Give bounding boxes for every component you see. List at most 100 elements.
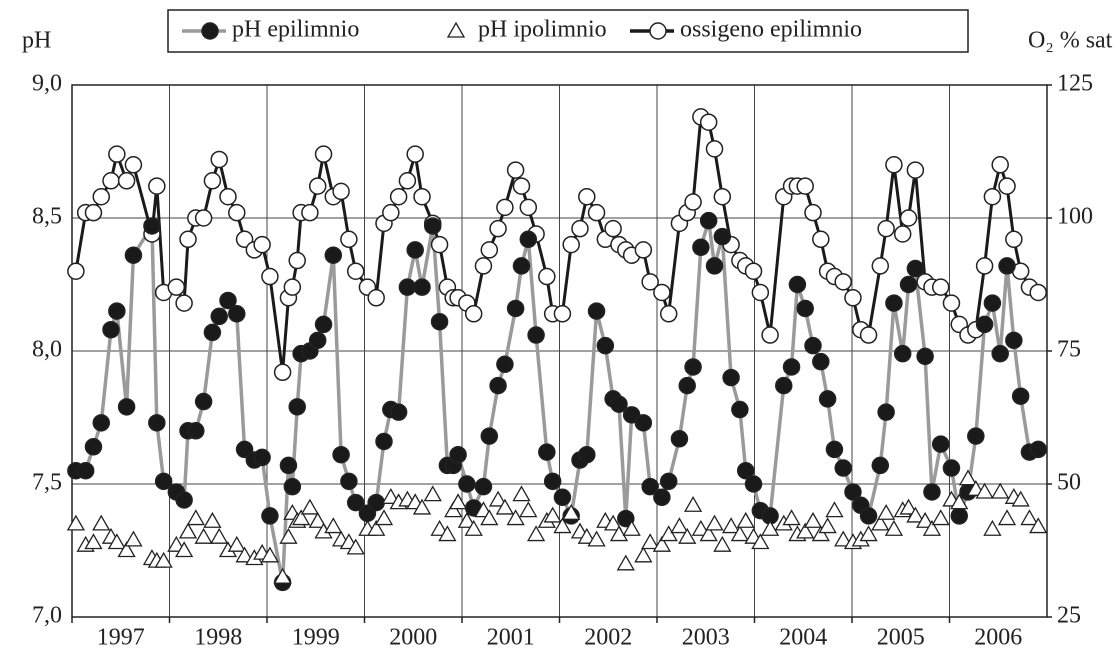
data-point [991,156,1009,174]
legend-marker [649,22,667,40]
data-point [893,225,912,243]
x-tick-label: 1998 [194,625,242,651]
data-point [489,376,507,395]
data-point [622,519,641,536]
data-point [736,461,755,480]
data-point [782,358,801,376]
data-point [235,440,254,459]
data-point [818,517,837,534]
data-point [332,182,350,201]
data-point [899,209,918,227]
data-point [332,445,350,464]
data-point [730,525,749,542]
data-point [448,493,468,510]
data-point [495,498,515,515]
data-point [604,514,623,531]
y-tick-label: 9,0 [32,71,62,97]
data-point [457,511,476,528]
data-point [480,509,499,526]
data-point [923,483,941,501]
data-point [512,485,531,502]
data-point [705,257,724,275]
x-tick-label: 2001 [487,625,535,651]
data-point [906,259,925,278]
data-point [691,519,710,536]
data-point [804,203,822,222]
data-point [412,498,432,515]
data-point [92,414,110,432]
data-point [983,187,1002,206]
data-point [382,203,400,222]
data-point [519,198,538,217]
data-point [916,347,934,366]
data-point [92,514,111,531]
legend-box [167,9,969,53]
data-point [931,278,950,296]
data-point [124,156,143,174]
data-point [617,509,635,528]
data-point [324,246,343,264]
data-point [84,533,103,550]
data-point [670,517,689,534]
data-point [175,491,193,509]
y2-tick-label: 125 [1057,71,1093,97]
data-point [430,519,449,536]
data-point [107,533,126,550]
data-point [1029,283,1047,302]
data-point [678,527,697,544]
data-point [253,448,271,467]
data-point [609,525,629,542]
y2-tick-label: 50 [1057,470,1081,496]
y-tick-label: 7,5 [32,470,62,496]
data-point [84,203,103,222]
data-point [210,527,229,544]
data-point [346,493,365,512]
data-point [235,230,254,249]
data-point [314,315,333,334]
x-tick-label: 2005 [877,625,925,651]
data-point [283,477,302,496]
data-point [375,432,393,451]
data-point [367,289,385,307]
data-point [653,283,671,302]
data-point [488,490,508,507]
data-point [474,257,493,275]
data-point [678,376,696,395]
data-point [1005,230,1023,249]
data-point [261,267,279,286]
data-point [751,283,770,302]
data-point [449,445,467,464]
data-point [916,511,935,528]
data-point [610,395,628,413]
data-point [292,509,311,526]
data-point [722,368,740,387]
data-point [699,211,718,230]
data-point [587,203,606,222]
data-point [844,483,862,501]
data-point [381,487,400,504]
data-point [899,275,918,294]
data-point [438,525,457,542]
y-tick-label: 8,5 [32,204,62,230]
data-point [942,459,961,477]
data-point [413,278,431,296]
data-point [1020,509,1039,526]
data-point [967,427,985,445]
data-point [942,294,961,312]
data-point [228,203,246,222]
data-point [154,551,173,568]
data-point [253,235,271,254]
legend-label: pH epilimnio [232,17,359,43]
data-point [950,507,968,525]
data-point [108,302,126,320]
data-point [553,305,572,323]
data-point [885,294,903,312]
data-point [998,257,1016,275]
data-point [761,326,779,344]
data-point [76,461,95,480]
data-point [538,267,556,286]
data-point [187,422,205,440]
data-point [406,145,424,163]
data-point [641,533,660,550]
data-point [684,193,702,211]
